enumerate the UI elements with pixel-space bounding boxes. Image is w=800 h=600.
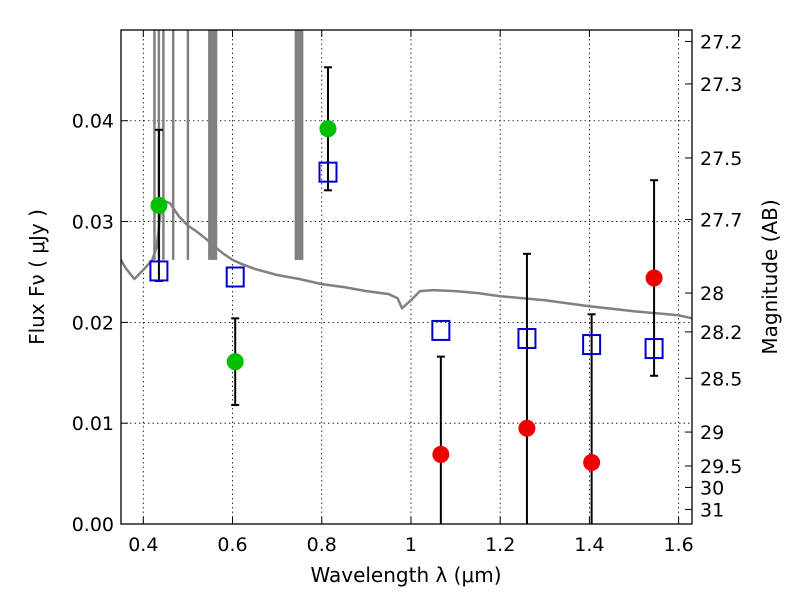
model-photometry-square bbox=[225, 266, 245, 288]
y-tick-label: 0.03 bbox=[72, 212, 114, 234]
data-point-red bbox=[645, 269, 663, 287]
y2-tick-label: 28.5 bbox=[700, 368, 742, 390]
model-photometry-square bbox=[644, 338, 664, 360]
y2-tick-label: 30 bbox=[700, 477, 724, 499]
y-tick-label: 0.04 bbox=[72, 111, 114, 133]
plot-frame bbox=[120, 29, 693, 525]
y2-axis-title: Magnitude (AB) bbox=[758, 199, 782, 354]
y-tick-label: 0.02 bbox=[72, 312, 114, 334]
data-point-green bbox=[150, 196, 168, 214]
data-point-green bbox=[319, 120, 337, 138]
x-axis-title: Wavelength λ (μm) bbox=[310, 563, 501, 587]
y2-tick-label: 27.5 bbox=[700, 148, 742, 170]
model-photometry-square bbox=[149, 260, 169, 282]
points-layer bbox=[149, 120, 664, 472]
model-photometry-square bbox=[582, 334, 602, 356]
data-point-green bbox=[226, 353, 244, 371]
y2-tick-label: 31 bbox=[700, 499, 724, 521]
x-tick-label: 1.6 bbox=[664, 534, 694, 556]
y2-tick-label: 27.3 bbox=[700, 74, 742, 96]
data-point-red bbox=[432, 445, 450, 463]
y2-tick-label: 27.2 bbox=[700, 31, 742, 53]
y2-tick-label: 29.5 bbox=[700, 456, 742, 478]
y-axis-ticks: 0.00 0.01 0.02 0.03 0.04 bbox=[72, 111, 128, 536]
model-photometry-square bbox=[431, 319, 451, 341]
data-point-red bbox=[583, 454, 601, 472]
y2-tick-label: 27.7 bbox=[700, 210, 742, 232]
y2-tick-label: 28.2 bbox=[700, 322, 742, 344]
model-sed-layer bbox=[119, 30, 693, 320]
x-tick-label: 1 bbox=[405, 534, 417, 556]
x-tick-label: 0.6 bbox=[217, 534, 247, 556]
x-axis-ticks: 0.4 0.6 0.8 1 1.2 1.4 1.6 bbox=[128, 30, 694, 556]
y-tick-label: 0.00 bbox=[72, 514, 114, 536]
y2-tick-label: 29 bbox=[700, 422, 724, 444]
y-axis-title: Flux Fν ( μJy ) bbox=[25, 209, 49, 345]
model-photometry-square bbox=[318, 161, 338, 183]
y-tick-label: 0.01 bbox=[72, 413, 114, 435]
data-point-red bbox=[518, 419, 536, 437]
x-tick-label: 0.4 bbox=[128, 534, 158, 556]
y2-tick-label: 28 bbox=[700, 283, 724, 305]
error-bars-layer bbox=[154, 66, 659, 524]
x-tick-label: 0.8 bbox=[307, 534, 337, 556]
x-tick-label: 1.2 bbox=[485, 534, 515, 556]
x-tick-label: 1.4 bbox=[574, 534, 604, 556]
model-photometry-square bbox=[517, 327, 537, 349]
